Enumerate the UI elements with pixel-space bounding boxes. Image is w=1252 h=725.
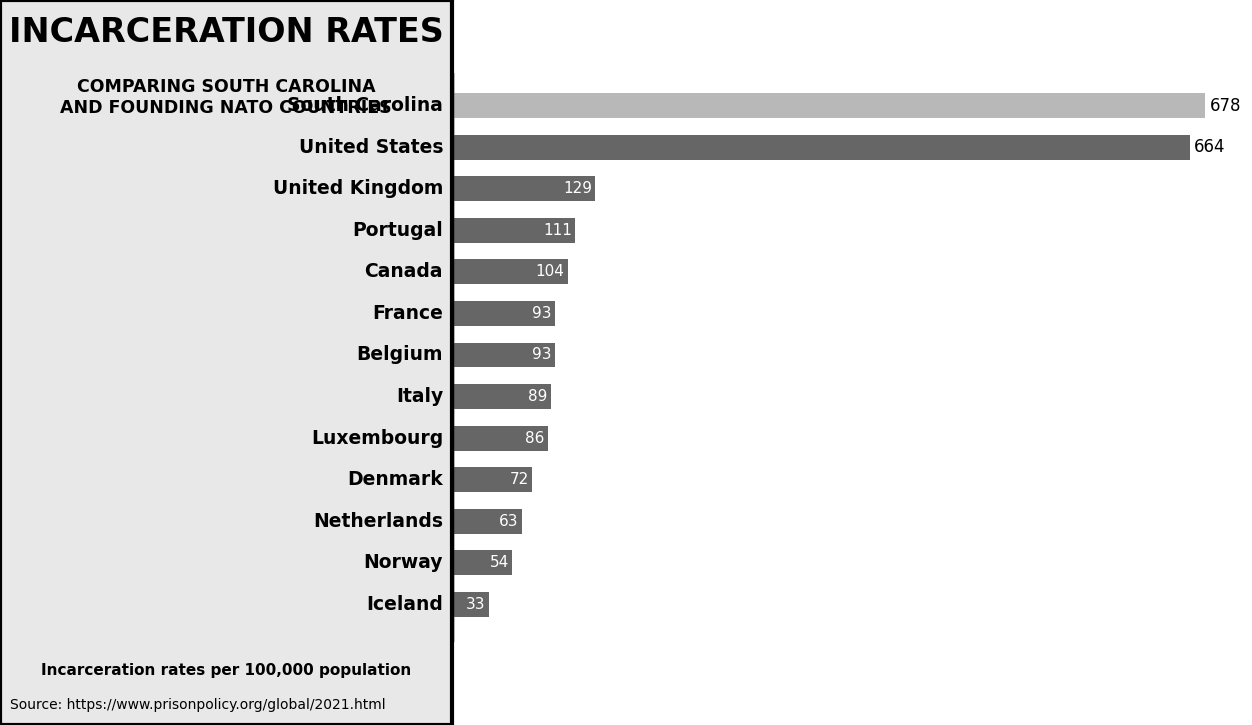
Text: United States: United States	[298, 138, 443, 157]
Bar	[452, 94, 1206, 118]
Text: Italy: Italy	[396, 387, 443, 406]
Text: 63: 63	[500, 513, 518, 529]
Bar	[452, 592, 488, 617]
Text: Netherlands: Netherlands	[313, 512, 443, 531]
Text: United Kingdom: United Kingdom	[273, 179, 443, 199]
Text: Luxembourg: Luxembourg	[310, 428, 443, 447]
Bar	[452, 135, 1189, 160]
Text: 104: 104	[536, 265, 565, 279]
Bar	[452, 260, 567, 284]
Bar	[452, 218, 576, 243]
Bar	[452, 384, 551, 409]
Text: COMPARING SOUTH CAROLINA
AND FOUNDING NATO COUNTRIES: COMPARING SOUTH CAROLINA AND FOUNDING NA…	[60, 78, 392, 117]
Text: 678: 678	[1209, 96, 1241, 115]
Bar	[452, 509, 522, 534]
Text: Denmark: Denmark	[347, 470, 443, 489]
Text: 54: 54	[490, 555, 508, 570]
Bar	[452, 342, 556, 368]
Bar	[452, 176, 595, 202]
Text: Source: https://www.prisonpolicy.org/global/2021.html: Source: https://www.prisonpolicy.org/glo…	[10, 697, 386, 712]
Bar	[452, 467, 532, 492]
Text: 72: 72	[510, 472, 528, 487]
Bar	[452, 301, 556, 326]
Text: Belgium: Belgium	[357, 346, 443, 365]
Text: France: France	[372, 304, 443, 323]
Text: 111: 111	[543, 223, 572, 238]
Text: INCARCERATION RATES: INCARCERATION RATES	[9, 16, 443, 49]
Text: 93: 93	[532, 347, 552, 362]
Bar	[452, 426, 547, 450]
Text: Canada: Canada	[364, 262, 443, 281]
Text: 664: 664	[1194, 138, 1226, 157]
Text: 86: 86	[525, 431, 545, 446]
Text: 129: 129	[563, 181, 592, 196]
Text: Portugal: Portugal	[352, 221, 443, 240]
Text: 33: 33	[466, 597, 486, 612]
Text: 89: 89	[528, 389, 547, 404]
Text: South Carolina: South Carolina	[287, 96, 443, 115]
Text: Norway: Norway	[363, 553, 443, 572]
Text: Iceland: Iceland	[366, 594, 443, 614]
Text: 93: 93	[532, 306, 552, 321]
Bar	[452, 550, 512, 575]
Text: Incarceration rates per 100,000 population: Incarceration rates per 100,000 populati…	[41, 663, 411, 678]
